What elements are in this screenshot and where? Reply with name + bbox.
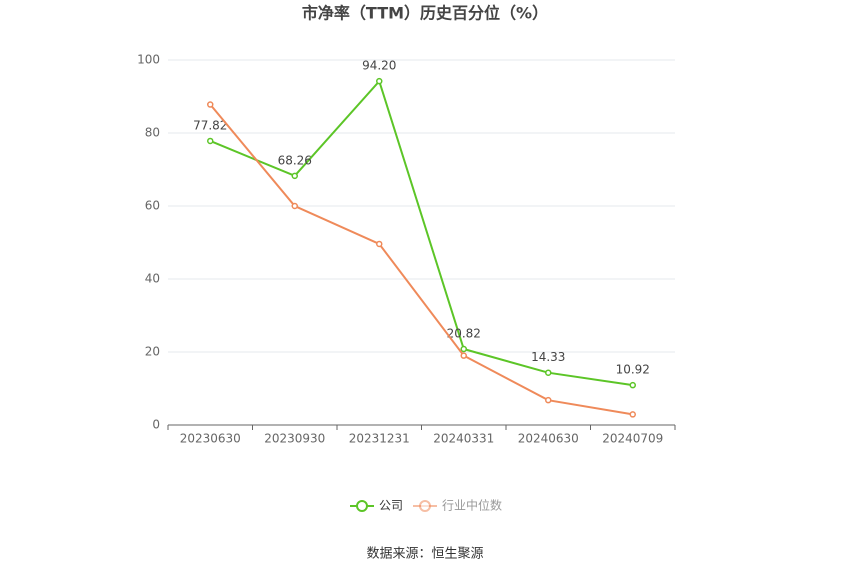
- data-point: [545, 369, 552, 376]
- legend-label: 行业中位数: [442, 498, 502, 513]
- x-tick-label: 20230930: [264, 432, 325, 446]
- y-tick-label: 100: [137, 53, 160, 67]
- data-label: 10.92: [616, 363, 650, 377]
- series-line: [209, 103, 633, 416]
- legend-marker: [356, 500, 368, 512]
- data-label: 68.26: [278, 153, 312, 167]
- x-tick-label: 20240331: [433, 432, 494, 446]
- legend-marker: [419, 500, 431, 512]
- data-point: [460, 352, 467, 359]
- x-tick-label: 20231231: [349, 432, 410, 446]
- chart-title: 市净率（TTM）历史百分位（%）: [302, 4, 548, 23]
- y-tick-label: 0: [152, 418, 160, 432]
- data-label: 14.33: [531, 350, 565, 364]
- y-tick-label: 40: [145, 272, 160, 286]
- data-label: 94.20: [362, 59, 396, 73]
- y-tick-label: 20: [145, 345, 160, 359]
- x-tick-label: 20230630: [180, 432, 241, 446]
- legend-label: 公司: [379, 499, 403, 513]
- y-tick-label: 80: [145, 126, 160, 140]
- x-tick-label: 20240709: [602, 432, 663, 446]
- data-label: 77.82: [193, 118, 227, 132]
- source-note: 数据来源：恒生聚源: [366, 547, 483, 562]
- data-point: [291, 172, 298, 180]
- data-point: [460, 345, 467, 353]
- data-label: 20.82: [447, 327, 481, 341]
- data-point: [629, 381, 636, 389]
- data-point: [291, 202, 298, 210]
- data-point: [629, 411, 636, 418]
- y-tick-label: 60: [145, 199, 160, 213]
- data-point: [376, 240, 383, 248]
- data-point: [376, 77, 383, 85]
- data-point: [545, 396, 552, 404]
- data-point: [207, 137, 214, 145]
- data-point: [207, 101, 214, 108]
- x-tick-label: 20240630: [518, 432, 579, 446]
- series-line: [209, 79, 633, 387]
